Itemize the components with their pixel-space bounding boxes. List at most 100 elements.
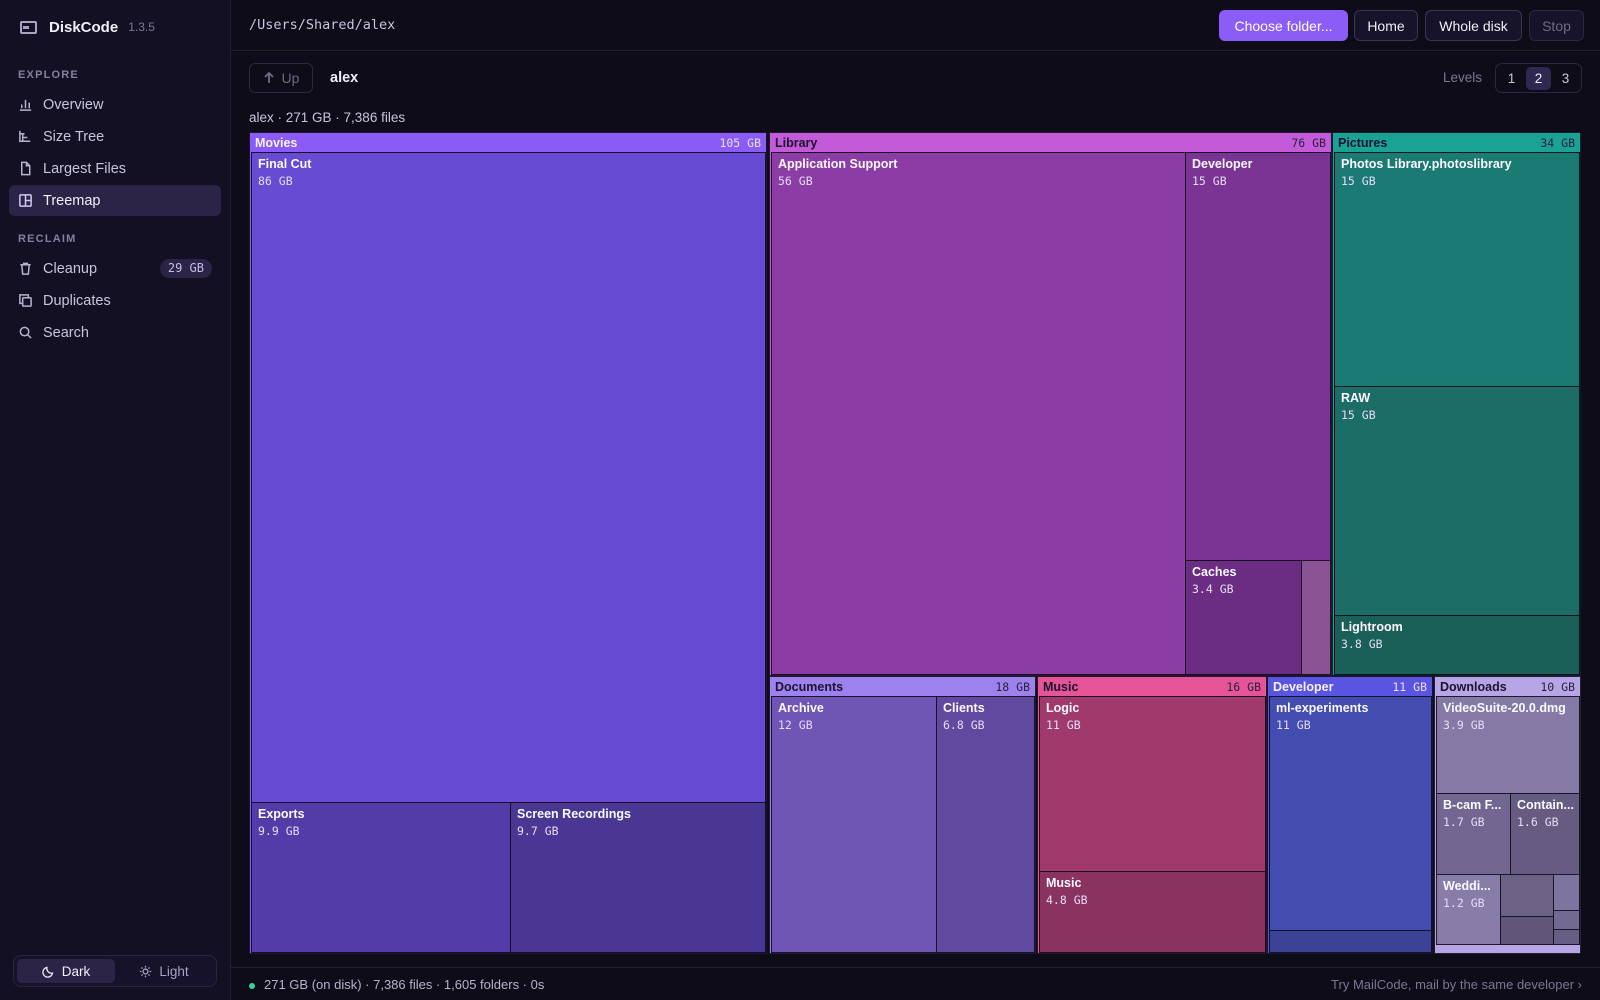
- group-name: Movies: [255, 136, 298, 150]
- group-size: 16 GB: [1226, 680, 1261, 694]
- treemap-tile[interactable]: RAW 15 GB: [1334, 386, 1580, 616]
- tile-name: Exports: [258, 807, 305, 821]
- treemap-tile[interactable]: Final Cut 86 GB: [251, 152, 766, 803]
- tile-name: Contain...: [1517, 798, 1574, 812]
- group-name: Documents: [775, 680, 844, 694]
- theme-light-button[interactable]: Light: [115, 959, 213, 983]
- group-size: 105 GB: [719, 136, 761, 150]
- treemap-tile[interactable]: ml-experiments 11 GB: [1269, 696, 1432, 931]
- tile-name: B-cam F...: [1443, 798, 1502, 812]
- group-size: 76 GB: [1291, 136, 1326, 150]
- group-size: 11 GB: [1392, 680, 1427, 694]
- treemap-tile[interactable]: Logic 11 GB: [1039, 696, 1266, 872]
- level-1-button[interactable]: 1: [1507, 70, 1516, 86]
- tile-name: Application Support: [778, 157, 898, 171]
- sidebar-item-overview[interactable]: Overview: [9, 89, 221, 120]
- tile-name: Music: [1046, 876, 1082, 890]
- moon-icon: [41, 966, 54, 978]
- treemap-tile[interactable]: Application Support 56 GB: [771, 152, 1186, 675]
- tile-size: 15 GB: [1341, 174, 1376, 188]
- app-brand: DiskCode 1.3.5: [20, 17, 155, 37]
- treemap-tile[interactable]: Exports 9.9 GB: [251, 802, 511, 953]
- treemap-tile[interactable]: Photos Library.photoslibrary 15 GB: [1334, 152, 1580, 387]
- sidebar-item-treemap[interactable]: Treemap: [9, 185, 221, 216]
- treemap-tile[interactable]: Archive 12 GB: [771, 696, 937, 953]
- level-3-button[interactable]: 3: [1561, 70, 1570, 86]
- theme-switch: Dark Light: [13, 955, 217, 987]
- breadcrumb-current[interactable]: alex: [330, 70, 359, 86]
- treemap-tile[interactable]: [1500, 874, 1554, 917]
- treemap-tile[interactable]: Lightroom 3.8 GB: [1334, 615, 1580, 675]
- sidebar-item-largest-files[interactable]: Largest Files: [9, 153, 221, 184]
- tile-size: 3.8 GB: [1341, 637, 1383, 651]
- tile-name: Lightroom: [1341, 620, 1403, 634]
- search-icon: [19, 326, 32, 339]
- up-button[interactable]: Up: [249, 63, 313, 93]
- treemap-tile[interactable]: Clients 6.8 GB: [936, 696, 1035, 953]
- treemap-tile[interactable]: VideoSuite-20.0.dmg 3.9 GB: [1436, 696, 1580, 794]
- cleanup-size-badge: 29 GB: [159, 259, 212, 278]
- tile-size: 15 GB: [1341, 408, 1376, 422]
- choose-folder-button[interactable]: Choose folder...: [1219, 10, 1348, 41]
- treemap-tile[interactable]: [1553, 874, 1580, 911]
- treemap-group-pictures[interactable]: Pictures 34 GB Photos Library.photoslibr…: [1332, 132, 1581, 676]
- group-header: Documents 18 GB: [770, 677, 1035, 697]
- level-2-button[interactable]: 2: [1526, 66, 1551, 90]
- group-name: Music: [1043, 680, 1079, 694]
- app-version: 1.3.5: [128, 20, 155, 34]
- sidebar-item-label: Duplicates: [43, 292, 111, 309]
- tile-name: VideoSuite-20.0.dmg: [1443, 701, 1566, 715]
- treemap-tile[interactable]: [1553, 910, 1580, 930]
- treemap-tile[interactable]: [1553, 929, 1580, 945]
- promo-link[interactable]: Try MailCode, mail by the same developer…: [1331, 977, 1582, 992]
- treemap-tile[interactable]: Contain... 1.6 GB: [1510, 793, 1580, 875]
- status-text: 271 GB (on disk) · 7,386 files · 1,605 f…: [264, 977, 545, 992]
- theme-dark-label: Dark: [61, 963, 91, 979]
- group-name: Library: [775, 136, 818, 150]
- treemap-tile[interactable]: Caches 3.4 GB: [1185, 560, 1302, 675]
- theme-light-label: Light: [159, 963, 189, 979]
- tile-name: Logic: [1046, 701, 1080, 715]
- treemap-group-developer[interactable]: Developer 11 GB ml-experiments 11 GB: [1267, 676, 1433, 954]
- sidebar-item-search[interactable]: Search: [9, 317, 221, 348]
- tile-name: Archive: [778, 701, 824, 715]
- sidebar-item-label: Cleanup: [43, 260, 98, 277]
- tile-size: 12 GB: [778, 718, 813, 732]
- treemap-tile[interactable]: Weddi... 1.2 GB: [1436, 874, 1501, 945]
- group-header: Downloads 10 GB: [1435, 677, 1580, 697]
- treemap-tile[interactable]: Screen Recordings 9.7 GB: [510, 802, 766, 953]
- theme-dark-button[interactable]: Dark: [17, 959, 115, 983]
- tile-size: 1.7 GB: [1443, 815, 1485, 829]
- treemap-tile[interactable]: Developer 15 GB: [1185, 152, 1331, 561]
- sidebar-item-size-tree[interactable]: Size Tree: [9, 121, 221, 152]
- sidebar-item-duplicates[interactable]: Duplicates: [9, 285, 221, 316]
- treemap-tile[interactable]: [1269, 930, 1432, 953]
- tile-name: RAW: [1341, 391, 1371, 405]
- treemap-group-movies[interactable]: Movies 105 GB Final Cut 86 GB Exports 9.…: [249, 132, 767, 954]
- tile-size: 1.2 GB: [1443, 896, 1485, 910]
- group-name: Developer: [1273, 680, 1334, 694]
- home-button[interactable]: Home: [1354, 10, 1418, 41]
- trash-icon: [20, 262, 31, 275]
- tile-name: Caches: [1192, 565, 1237, 579]
- treemap-group-downloads[interactable]: Downloads 10 GB VideoSuite-20.0.dmg 3.9 …: [1434, 676, 1581, 954]
- treemap-tile[interactable]: [1301, 560, 1331, 675]
- group-name: Downloads: [1440, 680, 1507, 694]
- treemap-group-documents[interactable]: Documents 18 GB Archive 12 GB Clients 6.…: [769, 676, 1036, 954]
- top-bar: /Users/Shared/alex: [231, 0, 1600, 51]
- group-size: 18 GB: [995, 680, 1030, 694]
- group-header: Developer 11 GB: [1268, 677, 1432, 697]
- treemap-tile[interactable]: B-cam F... 1.7 GB: [1436, 793, 1511, 875]
- treemap-group-music[interactable]: Music 16 GB Logic 11 GB Music 4.8 GB: [1037, 676, 1267, 954]
- copy-icon: [19, 294, 32, 307]
- group-header: Music 16 GB: [1038, 677, 1266, 697]
- stop-button[interactable]: Stop: [1529, 10, 1584, 41]
- treemap-group-library[interactable]: Library 76 GB Application Support 56 GB …: [769, 132, 1332, 676]
- status-indicator: [249, 983, 255, 989]
- arrow-up-icon: [263, 72, 274, 83]
- treemap-tile[interactable]: [1500, 916, 1554, 945]
- whole-disk-button[interactable]: Whole disk: [1425, 10, 1522, 41]
- sidebar-item-cleanup[interactable]: Cleanup 29 GB: [9, 253, 221, 284]
- treemap-tile[interactable]: Music 4.8 GB: [1039, 871, 1266, 953]
- sidebar-item-label: Size Tree: [43, 128, 105, 145]
